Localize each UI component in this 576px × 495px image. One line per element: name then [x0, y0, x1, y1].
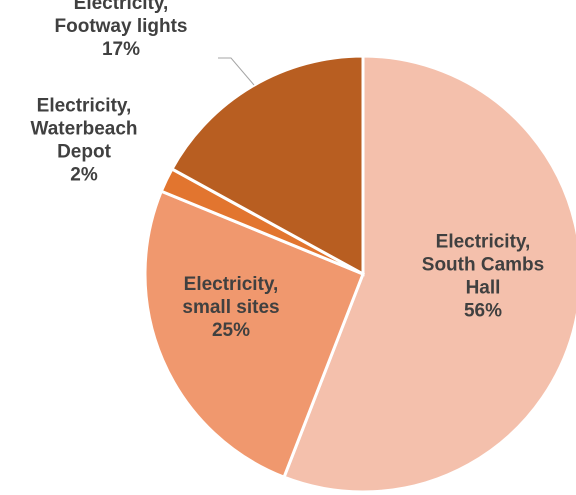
slice-label-1: Electricity, small sites 25%	[182, 274, 279, 341]
pie-slice-3	[169, 54, 365, 277]
slice-label-2: Electricity, Waterbeach Depot 2%	[31, 96, 138, 186]
slice-label-0: Electricity, South Cambs Hall 56%	[422, 232, 544, 322]
pie-slice-0	[282, 54, 576, 494]
pie-slices	[143, 54, 576, 494]
leader-line-footway	[218, 57, 255, 86]
slice-labels: Electricity, South Cambs Hall 56% Electricit…	[31, 0, 545, 341]
leader-lines	[218, 57, 255, 86]
pie-slice-1	[143, 189, 365, 480]
slice-label-3: Electricity, Footway lights 17%	[55, 0, 188, 60]
